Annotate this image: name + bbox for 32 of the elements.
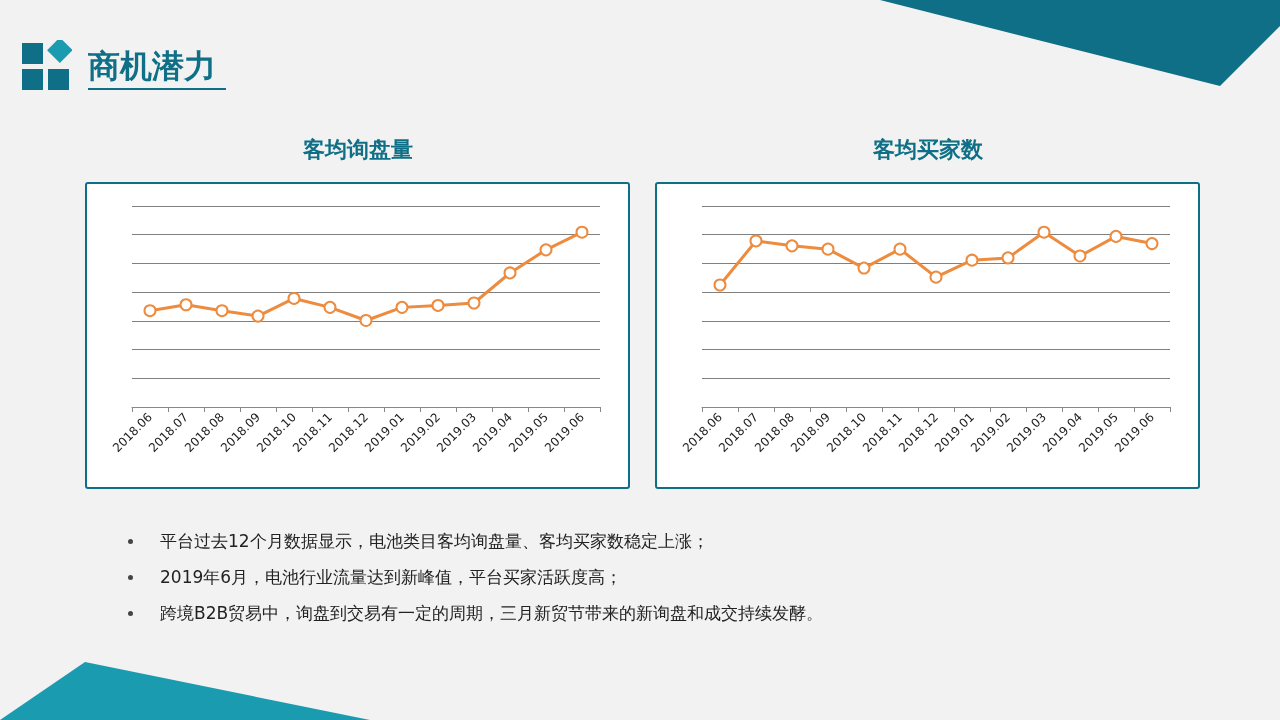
point (1037, 225, 1051, 239)
point (893, 242, 907, 256)
point (1145, 237, 1159, 251)
point (431, 298, 445, 312)
point (821, 242, 835, 256)
point (215, 304, 229, 318)
point (575, 225, 589, 239)
point (359, 313, 373, 327)
text: 2019年6月，电池行业流量达到新峰值，平台买家活跃度高； (160, 566, 623, 589)
point (785, 239, 799, 253)
point (143, 304, 157, 318)
point (539, 243, 553, 257)
point (965, 253, 979, 267)
point (749, 234, 763, 248)
point (467, 296, 481, 310)
point (929, 270, 943, 284)
text: 商机潜力 (88, 44, 226, 90)
point (395, 300, 409, 314)
text: 跨境B2B贸易中，询盘到交易有一定的周期，三月新贸节带来的新询盘和成交持续发酵。 (160, 602, 824, 625)
point (857, 261, 871, 275)
point (251, 309, 265, 323)
point (287, 291, 301, 305)
point (713, 278, 727, 292)
point (179, 298, 193, 312)
point (1073, 249, 1087, 263)
chart-title: 客均买家数 (871, 136, 984, 164)
point (1109, 229, 1123, 243)
point (1001, 251, 1015, 265)
chart-title: 客均询盘量 (301, 136, 414, 164)
point (503, 266, 517, 280)
point (323, 300, 337, 314)
text: 平台过去12个月数据显示，电池类目客均询盘量、客均买家数稳定上涨； (160, 530, 709, 553)
